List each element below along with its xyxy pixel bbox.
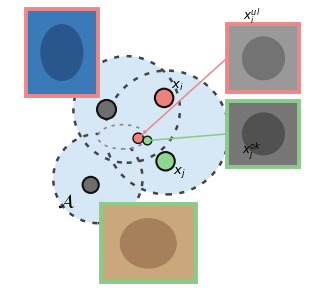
Text: $x_j^{ok}$: $x_j^{ok}$ (242, 141, 263, 162)
Ellipse shape (120, 218, 177, 269)
Circle shape (97, 100, 116, 119)
Circle shape (155, 89, 173, 107)
Text: $x_i^{ul}$: $x_i^{ul}$ (243, 6, 261, 26)
FancyBboxPatch shape (101, 204, 196, 282)
Circle shape (53, 134, 143, 223)
FancyBboxPatch shape (227, 101, 300, 167)
FancyBboxPatch shape (227, 24, 300, 92)
Circle shape (82, 177, 99, 193)
Circle shape (143, 136, 152, 145)
Circle shape (156, 152, 175, 170)
Text: $x_j$: $x_j$ (173, 165, 186, 180)
Ellipse shape (242, 112, 285, 156)
Ellipse shape (40, 24, 84, 81)
FancyBboxPatch shape (26, 9, 98, 96)
Circle shape (105, 71, 229, 194)
Circle shape (133, 133, 143, 143)
Ellipse shape (242, 36, 285, 80)
Text: $x_i$: $x_i$ (171, 80, 184, 93)
Ellipse shape (98, 125, 147, 149)
Text: $\mathcal{A}$: $\mathcal{A}$ (57, 193, 74, 211)
Circle shape (73, 56, 180, 163)
